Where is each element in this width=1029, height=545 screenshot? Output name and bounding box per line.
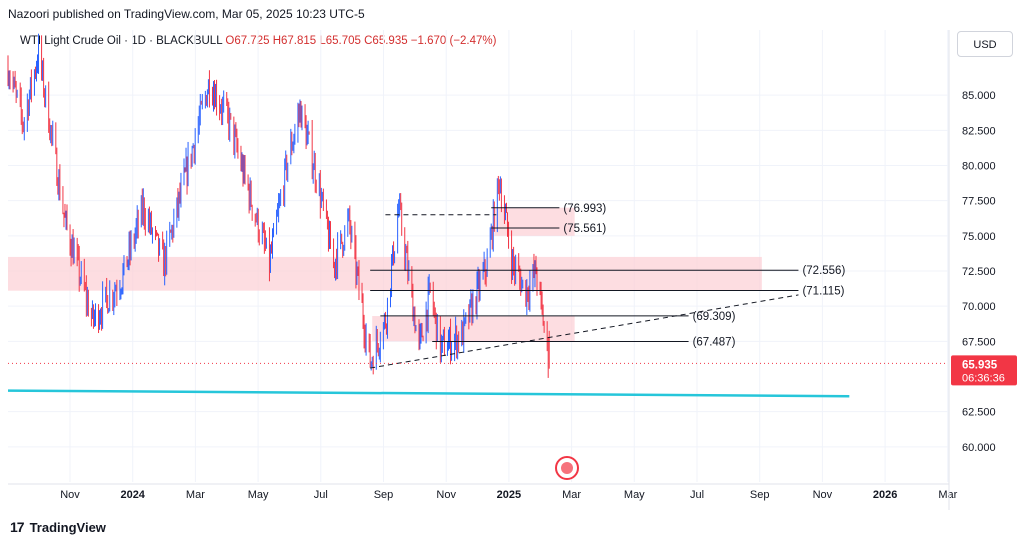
y-tick-label: 80.000 [962, 161, 996, 173]
x-tick-label: 2025 [497, 489, 521, 501]
x-tick-label: Sep [374, 489, 394, 501]
x-tick-label: May [248, 489, 269, 501]
y-tick-label: 62.500 [962, 407, 996, 419]
x-tick-label: 2026 [873, 489, 897, 501]
moving-average [7, 389, 850, 398]
y-tick-label: 72.500 [962, 266, 996, 278]
x-tick-label: Jul [314, 489, 328, 501]
price-zone [8, 256, 762, 291]
y-tick-label: 85.000 [962, 90, 996, 102]
x-tick-label: Mar [186, 489, 205, 501]
moving-average-line [7, 389, 850, 398]
trend-line [370, 294, 799, 369]
publish-info: Nazoori published on TradingView.com, Ma… [8, 7, 365, 21]
level-label: (67.487) [693, 337, 736, 349]
x-tick-label: Nov [436, 489, 456, 501]
axes: 85.000 82.500 80.000 77.500 75.000 72.500 70.0… [8, 30, 996, 510]
y-tick-label: 67.500 [962, 336, 996, 348]
x-tick-label: Sep [750, 489, 770, 501]
level-label: (71.115) [802, 285, 844, 297]
symbol-name: WTI Light Crude Oil · 1D · BLACKBULL [20, 35, 223, 47]
level-lines: (76.993) (75.561) (72.556) (71.115) (69.309)… [370, 203, 845, 369]
y-tick-label: 60.000 [962, 442, 996, 454]
x-tick-label: Jul [690, 489, 704, 501]
footer-brand: 17 TradingView [10, 519, 106, 535]
tradingview-logo-icon: 17 [10, 519, 25, 535]
x-tick-label: Mar [938, 489, 957, 501]
ohlc-values: O67.725 H67.815 L65.705 C65.935 −1.670 (… [225, 35, 497, 47]
zones [8, 207, 762, 342]
symbol-legend: WTI Light Crude Oil · 1D · BLACKBULL O67… [20, 35, 496, 47]
level-label: (75.561) [563, 223, 606, 235]
x-tick-label: May [624, 489, 645, 501]
y-tick-label: 70.000 [962, 301, 996, 313]
level-label: (69.309) [693, 311, 736, 323]
candles [7, 33, 550, 378]
y-tick-label: 75.000 [962, 231, 996, 243]
us-flag-icon-inner [561, 462, 573, 474]
currency-button[interactable]: USD [957, 31, 1013, 57]
brand-name: TradingView [29, 519, 106, 535]
x-tick-label: Nov [813, 489, 833, 501]
countdown-label: 06:36:36 [962, 372, 1005, 384]
y-tick-label: 82.500 [962, 125, 996, 137]
last-price-badge [951, 355, 1017, 386]
level-label: (76.993) [563, 203, 606, 215]
y-tick-label: 77.500 [962, 196, 996, 208]
grid-lines [8, 30, 949, 482]
x-tick-label: Nov [60, 489, 80, 501]
price-zone [372, 316, 575, 342]
last-price-label: 65.935 [962, 359, 998, 371]
x-tick-label: 2024 [120, 489, 145, 501]
x-tick-label: Mar [562, 489, 581, 501]
level-label: (72.556) [802, 265, 845, 277]
